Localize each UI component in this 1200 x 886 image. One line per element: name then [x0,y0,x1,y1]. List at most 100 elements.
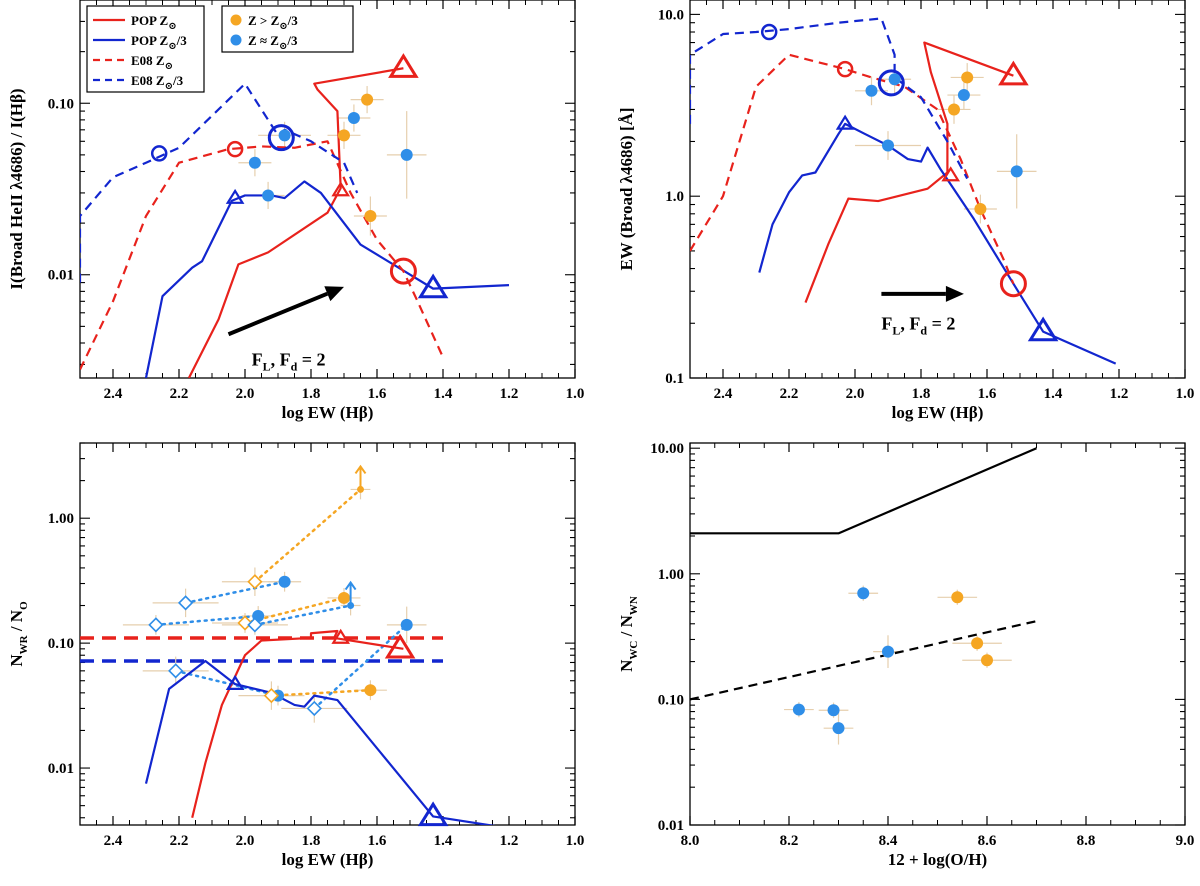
red-open-triangle-marker [331,181,351,197]
y-tick-label: 0.10 [48,636,74,652]
x-tick-label: 2.4 [104,833,123,849]
orange-open-diamond-point [263,687,280,704]
y-tick-label: 0.10 [658,692,684,708]
dotted-connector [154,614,260,627]
feedback-annotation: FL, Fd = 2 [881,313,955,337]
x-tick-label: 8.4 [879,833,898,849]
lightblue-data-point [957,89,970,102]
blue-open-triangle-marker [417,801,449,827]
y-tick-label: 1.00 [658,567,684,583]
x-tick-label: 1.0 [566,386,585,402]
x-tick-label: 1.2 [1110,386,1129,402]
blue-open-triangle-marker [225,674,245,690]
y-tick-label: 0.10 [48,96,74,112]
x-tick-label: 8.0 [681,833,700,849]
legend-point-swatch-orange [230,14,242,26]
x-tick-label: 1.0 [1176,386,1195,402]
series-line-black-solid [690,447,1037,535]
legend-label: E08 Z⊙/3 [131,73,184,92]
legend-label: POP Z⊙ [131,13,177,32]
y-axis-label: NWC / NWN [617,596,640,672]
x-tick-label: 8.8 [1077,833,1096,849]
legend-points-box [221,5,354,53]
y-axis-label: NWR / NO [7,601,30,667]
legend-label: POP Z⊙/3 [131,33,187,52]
orange-open-diamond-point [247,574,263,590]
x-axis-label: log EW (Hβ) [892,403,984,422]
x-tick-label: 1.6 [368,386,387,402]
x-tick-label: 2.2 [780,386,799,402]
y-tick-label: 10.0 [658,7,684,23]
legend-point-swatch-lightblue [230,34,242,46]
orange-data-point [974,203,987,216]
orange-data-point [364,210,377,223]
series-line-blue-solid [144,659,496,825]
y-tick-label: 0.1 [665,371,684,387]
x-tick-label: 2.0 [236,833,255,849]
lower-limit-arrow-head [354,464,367,475]
lightblue-open-diamond-point [148,617,164,633]
blue-open-circle-marker [267,124,295,152]
dotted-connector [253,488,362,583]
legend-label: Z > Z⊙/3 [248,13,298,32]
panel-bottom-right: 8.0 8.2 8.4 8.6 8.8 9.0 0.01 0.10 1.00 10.00 12 + … [617,441,1194,869]
lightblue-data-point [832,722,845,735]
blue-open-circle-marker [150,145,168,162]
orange-data-point [951,591,964,604]
x-axis-label: log EW (Hβ) [282,850,374,869]
series-line-red-solid [187,67,404,378]
orange-data-point [971,637,984,650]
orange-data-point [338,591,350,604]
orange-data-point [961,71,974,84]
y-tick-label: 0.01 [48,761,74,777]
panel-top-right: 2.4 2.2 2.0 1.8 1.6 1.4 1.2 1.0 0.1 1.0 10.0 log EW… [617,0,1194,422]
x-tick-label: 1.8 [302,386,321,402]
lightblue-data-point [882,645,894,658]
red-open-circle-marker [999,270,1027,298]
orange-data-point [361,93,374,106]
x-tick-label: 1.2 [500,386,519,402]
red-open-triangle-marker [331,628,351,644]
x-tick-label: 1.8 [912,386,931,402]
lightblue-data-point [278,129,291,142]
orange-data-point [948,103,960,116]
dotted-connector [270,688,372,697]
lightblue-data-point [400,618,413,631]
blue-open-triangle-marker [1027,316,1059,342]
orange-open-diamond-point [237,615,253,631]
lightblue-open-diamond-point [177,595,194,611]
lightblue-data-point [882,139,894,152]
x-tick-label: 1.6 [978,386,997,402]
y-tick-label: 1.0 [665,189,684,205]
x-axis-label: log EW (Hβ) [282,403,374,422]
y-axis-label: EW (Broad λ4686) [Å] [617,107,636,270]
x-tick-label: 1.4 [434,386,453,402]
plot-area [80,479,496,825]
lightblue-data-point [865,84,878,97]
red-open-circle-marker [226,140,244,158]
y-tick-label: 1.00 [48,511,74,527]
x-tick-label: 2.0 [236,386,255,402]
lightblue-data-point [262,189,275,202]
lightblue-data-point [888,73,901,86]
y-tick-label: 0.01 [658,818,684,834]
lightblue-open-diamond-point [306,700,322,717]
feedback-annotation: FL, Fd = 2 [252,350,326,374]
blue-open-triangle-marker [417,273,449,299]
orange-data-point [364,684,377,697]
lightblue-data-point [400,148,413,161]
blue-open-circle-marker [877,69,905,97]
dotted-connector [253,604,352,627]
orange-data-point [981,654,993,667]
x-tick-label: 2.2 [170,386,189,402]
x-tick-label: 1.8 [302,833,321,849]
blue-open-triangle-marker [225,188,245,204]
x-axis-label: 12 + log(O/H) [888,850,987,869]
red-open-circle-marker [389,257,417,285]
series-line-red-solid [804,41,1014,303]
series-line-red-solid [191,629,404,819]
orange-data-point [338,129,350,142]
x-tick-label: 2.4 [104,386,123,402]
y-axis-label: I(Broad HeII λ4686) / I(Hβ) [7,88,26,289]
